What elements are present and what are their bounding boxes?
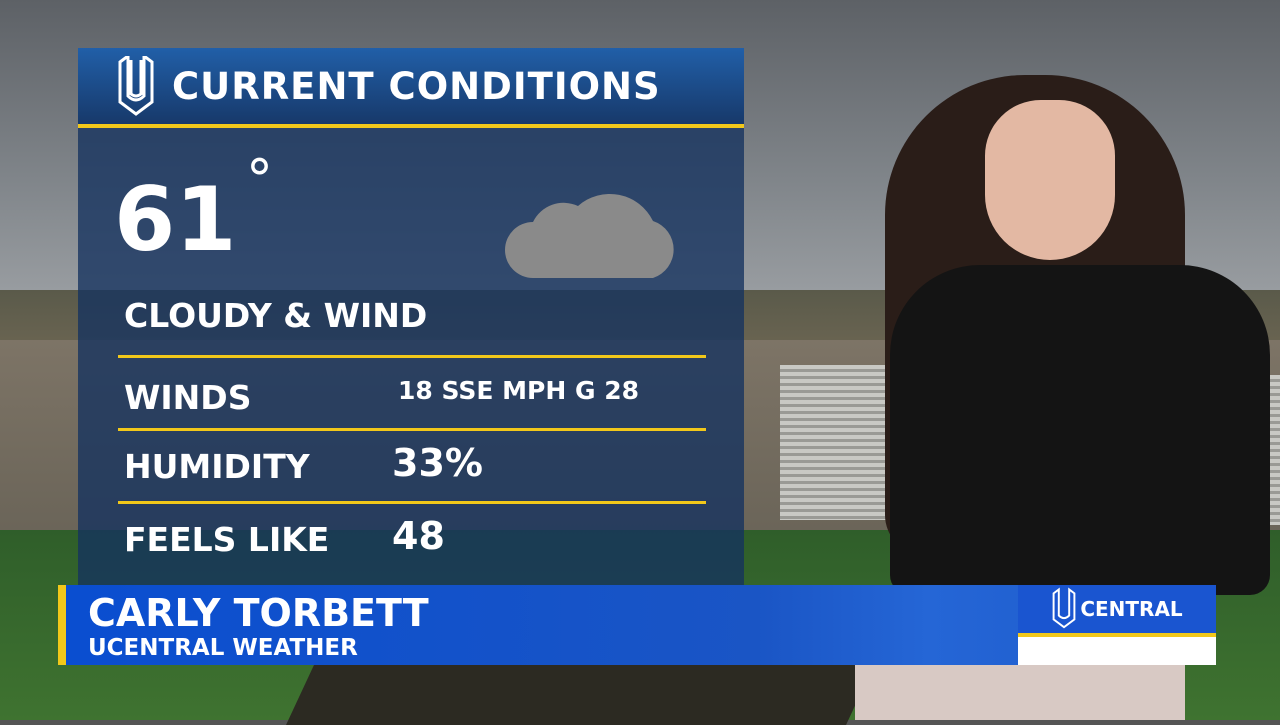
feels-like-value: 48	[392, 514, 445, 558]
brand-text: CENTRAL	[1080, 597, 1183, 621]
station-brand: CENTRAL	[1018, 585, 1216, 665]
presenter-name: CARLY TORBETT	[88, 591, 429, 635]
humidity-row: HUMIDITY 33%	[118, 431, 706, 504]
ucentral-logo-icon	[1052, 587, 1076, 629]
humidity-label: HUMIDITY	[124, 447, 310, 486]
winds-value: 18 SSE MPH G 28	[398, 376, 640, 405]
condition-row: CLOUDY & WIND	[118, 288, 706, 358]
lower-third: CARLY TORBETT UCENTRAL WEATHER CENTRAL	[58, 585, 1216, 665]
feels-like-label: FEELS LIKE	[124, 520, 330, 559]
humidity-value: 33%	[392, 441, 483, 485]
degree-symbol: °	[246, 148, 273, 211]
ucentral-logo-icon	[118, 56, 154, 116]
cloud-icon	[505, 193, 674, 278]
temperature: 61	[114, 168, 237, 271]
current-conditions-panel: CURRENT CONDITIONS 61 ° CLOUDY & WIND WI…	[78, 48, 744, 588]
presenter-title: UCENTRAL WEATHER	[88, 635, 358, 661]
condition-text: CLOUDY & WIND	[124, 296, 428, 335]
panel-title: CURRENT CONDITIONS	[172, 64, 661, 108]
panel-header: CURRENT CONDITIONS	[78, 48, 744, 128]
feels-like-row: FEELS LIKE 48	[118, 504, 706, 574]
winds-label: WINDS	[124, 378, 252, 417]
winds-row: WINDS 18 SSE MPH G 28	[118, 358, 706, 431]
